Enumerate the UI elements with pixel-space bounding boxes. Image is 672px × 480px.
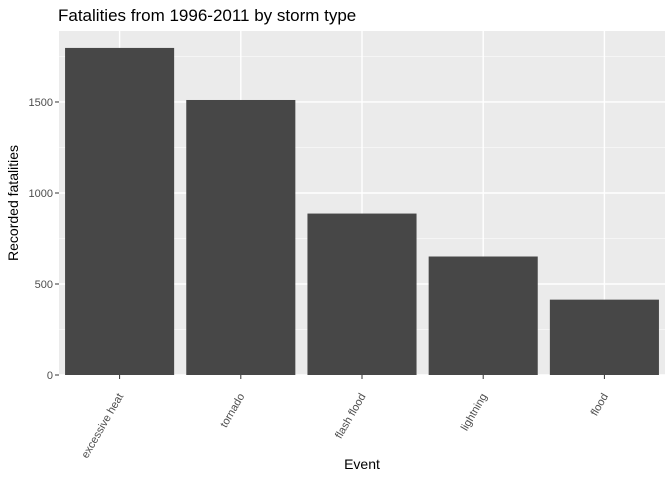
bars <box>65 47 659 376</box>
x-tick-label: lightning <box>459 392 490 433</box>
x-tick-label: flash flood <box>333 392 368 441</box>
x-tick-label: excessive heat <box>79 392 126 461</box>
y-tick-label: 0 <box>47 370 53 382</box>
x-axis: excessive heat tornado flash flood lightnin… <box>79 375 611 461</box>
x-tick-label: tornado <box>218 392 247 430</box>
bar-excessive-heat <box>65 47 175 376</box>
y-tick-label: 500 <box>35 279 53 291</box>
y-axis-title: Recorded fatalities <box>5 145 21 261</box>
bar-lightning <box>428 256 538 375</box>
y-tick-label: 1500 <box>29 97 53 109</box>
y-axis: 0 500 1000 1500 <box>29 97 59 382</box>
bar-flash-flood <box>307 213 417 375</box>
x-axis-title: Event <box>344 456 380 472</box>
x-tick-label: flood <box>589 392 611 419</box>
bar-flood <box>549 299 659 375</box>
chart-title: Fatalities from 1996-2011 by storm type <box>58 6 356 25</box>
y-tick-label: 1000 <box>29 188 53 200</box>
bar-tornado <box>186 99 296 376</box>
